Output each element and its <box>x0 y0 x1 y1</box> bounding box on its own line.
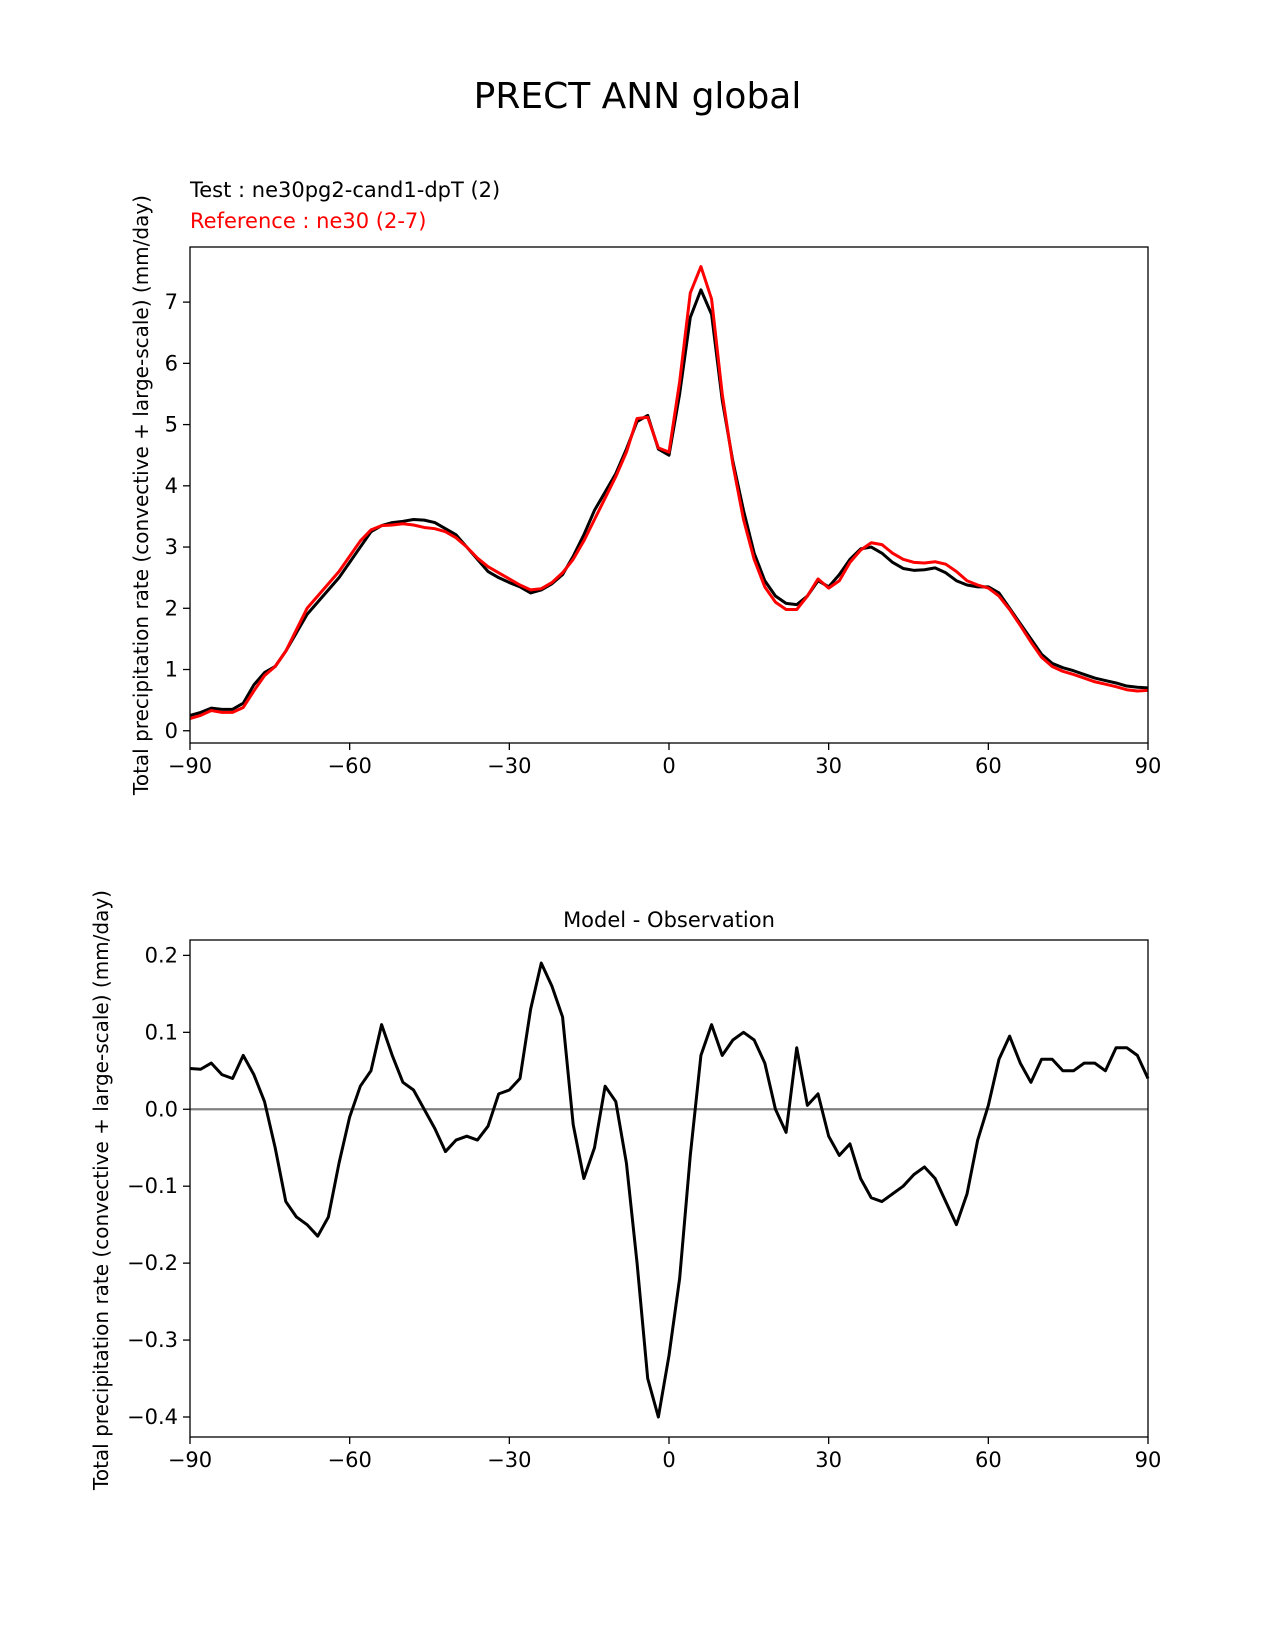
x-tick-label: 60 <box>975 754 1002 778</box>
reference-series-line <box>189 265 1149 720</box>
difference-ylabel: Total precipitation rate (convective + l… <box>89 890 113 1491</box>
climatology-panel: Test : ne30pg2-cand1-dpT (2) Reference :… <box>129 178 1161 796</box>
x-tick-label: 60 <box>975 1448 1002 1472</box>
x-tick-label: 30 <box>815 1448 842 1472</box>
difference-series-line <box>189 961 1150 1419</box>
x-tick-label: 0 <box>662 1448 675 1472</box>
x-tick-label: −90 <box>168 754 212 778</box>
y-tick-label: 0 <box>165 719 178 743</box>
y-tick-label: 6 <box>165 351 178 375</box>
y-tick-label: 0.2 <box>145 943 178 967</box>
legend-reference: Reference : ne30 (2-7) <box>190 209 427 233</box>
x-tick-label: −60 <box>328 1448 372 1472</box>
y-tick-label: −0.1 <box>127 1174 178 1198</box>
climatology-series <box>189 265 1149 720</box>
x-tick-label: −90 <box>168 1448 212 1472</box>
climatology-ylabel: Total precipitation rate (convective + l… <box>129 195 153 796</box>
x-tick-label: 30 <box>815 754 842 778</box>
x-tick-label: 90 <box>1135 1448 1162 1472</box>
x-tick-label: −60 <box>328 754 372 778</box>
test-series-line <box>189 288 1149 717</box>
y-tick-label: 2 <box>165 596 178 620</box>
y-tick-label: 7 <box>165 290 178 314</box>
y-tick-label: 4 <box>165 474 178 498</box>
y-tick-label: −0.3 <box>127 1328 178 1352</box>
x-tick-label: 0 <box>662 754 675 778</box>
difference-title: Model - Observation <box>563 908 775 932</box>
y-tick-label: 0.0 <box>145 1097 178 1121</box>
y-tick-label: 1 <box>165 658 178 682</box>
difference-ticks: −90 −60 −30 0 30 60 90 0.2 0.1 0.0 −0.1 −0.2 −0.3 −0.… <box>127 943 1161 1472</box>
difference-series <box>189 961 1150 1419</box>
legend-test: Test : ne30pg2-cand1-dpT (2) <box>189 178 500 202</box>
y-tick-label: −0.4 <box>127 1405 178 1429</box>
y-tick-label: 0.1 <box>145 1020 178 1044</box>
y-tick-label: 3 <box>165 535 178 559</box>
x-tick-label: −30 <box>487 754 531 778</box>
x-tick-label: −30 <box>487 1448 531 1472</box>
difference-panel: Model - Observation −90 −60 −30 0 30 60 90 0.2 0… <box>89 890 1161 1491</box>
y-tick-label: −0.2 <box>127 1251 178 1275</box>
x-tick-label: 90 <box>1135 754 1162 778</box>
figure-title: PRECT ANN global <box>474 76 802 117</box>
y-tick-label: 5 <box>165 413 178 437</box>
climatology-ticks: −90 −60 −30 0 30 60 90 0 1 2 3 4 5 6 7 <box>165 290 1162 778</box>
climatology-plot-frame <box>189 246 1149 744</box>
